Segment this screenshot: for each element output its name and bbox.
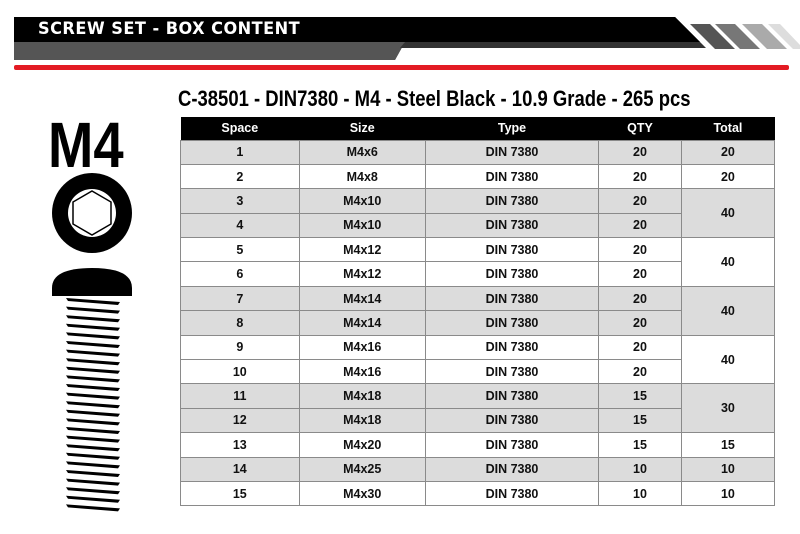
cell-size: M4x8 [298, 163, 426, 190]
cell-size: M4x12 [298, 261, 426, 287]
cell-size: M4x10 [298, 188, 426, 214]
cell-type: DIN 7380 [424, 188, 600, 214]
cell-qty: 20 [598, 163, 682, 190]
size-label: M4 [48, 109, 124, 181]
cell-space: 9 [180, 334, 300, 361]
table-row: 12 M4x18 DIN 7380 15 [180, 407, 775, 434]
cell-space: 1 [180, 139, 300, 165]
cell-type: DIN 7380 [424, 139, 600, 165]
cell-total: 40 [680, 334, 776, 385]
cell-type: DIN 7380 [424, 432, 600, 458]
cell-type: DIN 7380 [424, 407, 600, 434]
cell-qty: 15 [598, 383, 682, 409]
cell-space: 7 [180, 285, 300, 312]
cell-total: 20 [680, 163, 776, 190]
cell-size: M4x10 [298, 212, 426, 239]
screw-side-icon [52, 268, 132, 512]
cell-type: DIN 7380 [424, 359, 600, 385]
table-row: 10 M4x16 DIN 7380 20 [180, 359, 775, 385]
cell-type: DIN 7380 [424, 383, 600, 409]
cell-total: 15 [680, 432, 776, 458]
screw-illustration [52, 173, 132, 512]
cell-space: 2 [180, 163, 300, 190]
cell-type: DIN 7380 [424, 456, 600, 482]
cell-total: 20 [680, 139, 776, 165]
cell-qty: 15 [598, 432, 682, 458]
cell-total: 40 [680, 188, 776, 239]
cell-qty: 20 [598, 261, 682, 287]
cell-total: 10 [680, 456, 776, 482]
cell-qty: 15 [598, 407, 682, 434]
banner-title: SCREW SET - BOX CONTENT [38, 19, 301, 39]
cell-space: 11 [180, 383, 300, 409]
table-row: 7 M4x14 DIN 7380 20 40 [180, 285, 776, 336]
cell-qty: 20 [598, 237, 682, 263]
table-row: 2 M4x8 DIN 7380 20 20 [180, 163, 776, 190]
cell-qty: 20 [598, 310, 682, 336]
cell-type: DIN 7380 [424, 212, 600, 239]
cell-qty: 20 [598, 188, 682, 214]
cell-type: DIN 7380 [424, 163, 600, 190]
cell-type: DIN 7380 [424, 261, 600, 287]
cell-type: DIN 7380 [424, 334, 600, 361]
cell-space: 14 [180, 456, 300, 482]
cell-size: M4x14 [298, 285, 426, 312]
cell-size: M4x25 [298, 456, 426, 482]
table-row: 1 M4x6 DIN 7380 20 20 [180, 139, 776, 165]
cell-type: DIN 7380 [424, 285, 600, 312]
table-row: 9 M4x16 DIN 7380 20 40 [180, 334, 776, 385]
column-header-size: Size [299, 117, 426, 140]
table-row: 8 M4x14 DIN 7380 20 [180, 310, 775, 336]
cell-size: M4x18 [298, 407, 426, 434]
column-header-space: Space [180, 117, 300, 140]
cell-qty: 10 [598, 456, 682, 482]
cell-space: 4 [180, 212, 300, 239]
accent-stripe [14, 65, 789, 70]
header-banner [14, 17, 800, 70]
cell-size: M4x20 [298, 432, 426, 458]
cell-qty: 20 [598, 212, 682, 239]
cell-space: 10 [180, 359, 300, 385]
cell-total: 40 [680, 285, 776, 336]
cell-space: 15 [180, 480, 300, 507]
cell-size: M4x16 [298, 334, 426, 361]
table-row: 3 M4x10 DIN 7380 20 40 [180, 188, 776, 239]
column-header-qty: QTY [598, 117, 682, 140]
cell-size: M4x18 [298, 383, 426, 409]
cell-size: M4x30 [298, 480, 426, 507]
cell-space: 3 [180, 188, 300, 214]
cell-space: 6 [180, 261, 300, 287]
table-row: 5 M4x12 DIN 7380 20 40 [180, 237, 776, 287]
product-subtitle: C-38501 - DIN7380 - M4 - Steel Black - 1… [178, 86, 691, 111]
column-header-total: Total [681, 117, 775, 140]
cell-total: 10 [680, 480, 776, 507]
cell-space: 8 [180, 310, 300, 336]
column-header-type: Type [425, 117, 599, 140]
box-content-table: Space Size Type QTY Total 1 M4x6 DIN 7380 20 20 2… [180, 117, 776, 507]
table-row: 6 M4x12 DIN 7380 20 [180, 261, 775, 287]
cell-type: DIN 7380 [424, 237, 600, 263]
cell-size: M4x12 [298, 237, 426, 263]
cell-size: M4x6 [298, 139, 426, 165]
cell-qty: 20 [598, 334, 682, 361]
cell-qty: 20 [598, 139, 682, 165]
cell-total: 40 [680, 237, 776, 287]
cell-size: M4x14 [298, 310, 426, 336]
cell-space: 5 [180, 237, 300, 263]
cell-type: DIN 7380 [424, 480, 600, 507]
table-row: 15 M4x30 DIN 7380 10 10 [180, 480, 776, 507]
table-row: 13 M4x20 DIN 7380 15 15 [180, 432, 776, 458]
screw-head-top-icon [52, 173, 132, 253]
cell-size: M4x16 [298, 359, 426, 385]
cell-qty: 20 [598, 359, 682, 385]
table-row: 11 M4x18 DIN 7380 15 30 [180, 383, 776, 434]
cell-space: 13 [180, 432, 300, 458]
table-row: 14 M4x25 DIN 7380 10 10 [180, 456, 776, 482]
cell-type: DIN 7380 [424, 310, 600, 336]
cell-qty: 20 [598, 285, 682, 312]
cell-space: 12 [180, 407, 300, 434]
cell-qty: 10 [598, 480, 682, 507]
cell-total: 30 [680, 383, 776, 434]
